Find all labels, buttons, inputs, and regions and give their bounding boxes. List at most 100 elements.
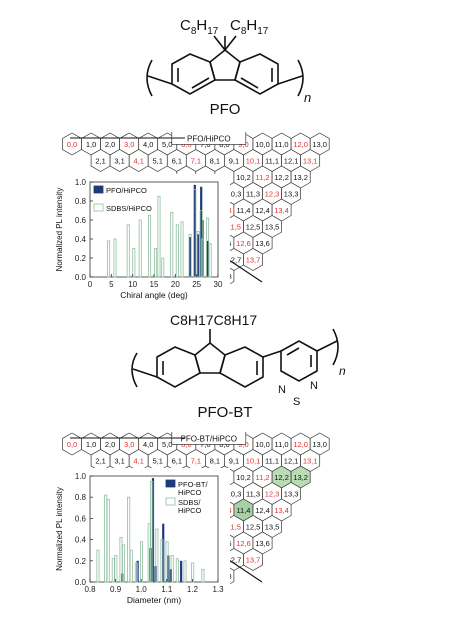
bar-polymer: [197, 234, 200, 277]
chirality-index-label: 7,1: [191, 457, 201, 466]
bar-polymer: [180, 560, 183, 582]
chirality-index-label: 9,1: [229, 457, 239, 466]
pfo-substituents: C8H17 C8H17: [180, 17, 269, 37]
chirality-index-label: 10,0: [255, 140, 270, 149]
bar-sdbs: [161, 257, 165, 278]
pfobt-name: PFO-BT: [197, 404, 253, 421]
pfobt-substituent: C8H17C8H17: [170, 312, 257, 328]
y-tick-label: 0.4: [75, 235, 87, 244]
y-tick-label: 0.0: [75, 273, 87, 282]
chirality-index-label: 8,1: [210, 157, 220, 166]
bar-sdbs: [188, 233, 192, 278]
x-tick-label: 20: [171, 280, 180, 289]
legend-swatch: [93, 203, 104, 212]
chirality-index-label: 13,2: [293, 173, 308, 182]
y-tick-label: 1.0: [75, 472, 87, 481]
bar-sdbs: [134, 562, 138, 583]
chirality-index-label: 13,1: [303, 157, 318, 166]
chirality-index-label: 11,3: [246, 490, 260, 499]
chirality-index-label: 5,0: [162, 140, 172, 149]
chirality-index-label: 8,1: [210, 457, 220, 466]
map-title: PFO-BT/HiPCO: [181, 434, 237, 443]
y-tick-label: 0.8: [75, 493, 87, 502]
bar-sdbs: [201, 568, 205, 583]
bar-sdbs: [126, 224, 130, 278]
chirality-index-label: 6,1: [172, 157, 182, 166]
bar-sdbs: [138, 219, 142, 278]
bar-polymer: [189, 237, 192, 277]
chirality-index-label: 3,0: [124, 440, 134, 449]
chirality-index-label: 10,3: [227, 190, 242, 199]
chirality-index-label: 12,5: [246, 523, 261, 532]
chart-background: [46, 468, 230, 619]
bar-sdbs: [106, 498, 110, 583]
x-tick-label: 1.3: [212, 585, 224, 594]
bar-sdbs: [196, 231, 200, 278]
pfobt-repeat-n: n: [339, 364, 346, 378]
legend-label: SDBS/HiPCO: [178, 498, 202, 515]
pfobt-s-atom: S: [293, 396, 300, 407]
panel-pfobt: 0,01,02,03,04,05,06,07,08,09,010,011,012…: [46, 432, 330, 619]
bar-sdbs: [113, 238, 117, 278]
bar-sdbs: [180, 221, 184, 278]
chirality-index-label: 11,0: [275, 440, 289, 449]
y-tick-label: 1.0: [75, 178, 87, 187]
chirality-cell: 0,0: [62, 432, 82, 456]
chirality-index-label: 4,1: [133, 457, 143, 466]
chirality-index-label: 2,1: [95, 157, 105, 166]
chirality-index-label: 5,1: [153, 157, 163, 166]
chirality-index-label: 10,3: [227, 490, 242, 499]
bar-sdbs: [150, 480, 154, 583]
panel-pfo: 0,01,02,03,04,05,06,07,08,09,010,011,012…: [46, 132, 330, 307]
chirality-index-label: 12,6: [236, 539, 251, 548]
chirality-index-label: 12,1: [284, 457, 299, 466]
chirality-index-label: 13,0: [312, 140, 327, 149]
chirality-index-label: 3,1: [114, 457, 124, 466]
y-tick-label: 0.2: [75, 254, 87, 263]
chirality-index-label: 4,1: [133, 157, 143, 166]
chirality-index-label: 13,5: [265, 223, 280, 232]
x-tick-label: 10: [128, 280, 137, 289]
pfobt-structure: C8H17C8H17 n N N S: [131, 312, 346, 407]
chirality-index-label: 12,0: [293, 140, 308, 149]
pfobt-n-atom: N: [310, 380, 318, 392]
chirality-index-label: 3,0: [124, 140, 134, 149]
bar-polymer: [200, 186, 203, 277]
chirality-index-label: 12,0: [293, 440, 308, 449]
chirality-index-label: 7,1: [191, 157, 201, 166]
chirality-index-label: 11,1: [265, 157, 279, 166]
x-tick-label: 15: [150, 280, 159, 289]
y-tick-label: 0.8: [75, 197, 87, 206]
bar-sdbs: [122, 544, 126, 583]
bar-sdbs: [183, 560, 187, 583]
chirality-cell: 13,7: [243, 248, 263, 271]
legend-swatch: [93, 185, 104, 194]
chirality-index-label: 12,2: [274, 473, 289, 482]
pl-chart-pfo: 0 5 10 15 20 25 30 0.0 0.2 0.4 0.6 0.8 1.0 Chiral ang…: [46, 174, 230, 307]
bar-sdbs: [193, 189, 197, 278]
bar-polymer: [193, 184, 196, 277]
x-tick-label: 25: [192, 280, 201, 289]
legend-label: PFO/HiPCO: [106, 186, 147, 195]
chirality-index-label: 13,7: [246, 556, 261, 565]
chirality-index-label: 11,0: [275, 140, 289, 149]
chirality-index-label: 2,1: [95, 457, 105, 466]
pfo-skeleton: [146, 35, 304, 97]
bar-sdbs: [175, 558, 179, 583]
chirality-index-label: 10,1: [246, 157, 261, 166]
bar-sdbs: [107, 240, 111, 278]
y-tick-label: 0.4: [75, 536, 87, 545]
chirality-index-label: 13,5: [265, 523, 280, 532]
chirality-index-label: 13,7: [246, 256, 261, 265]
chirality-index-label: 3,1: [114, 157, 124, 166]
bar-sdbs: [200, 238, 204, 278]
chirality-index-label: 13,6: [255, 539, 270, 548]
bar-sdbs: [96, 549, 100, 583]
chirality-index-label: 0,0: [67, 140, 77, 149]
bar-sdbs: [175, 224, 179, 278]
y-tick-label: 0.6: [75, 216, 87, 225]
bar-sdbs: [132, 248, 136, 278]
x-axis-label: Chiral angle (deg): [120, 290, 188, 300]
bar-sdbs: [154, 248, 158, 278]
bar-sdbs: [127, 496, 131, 583]
